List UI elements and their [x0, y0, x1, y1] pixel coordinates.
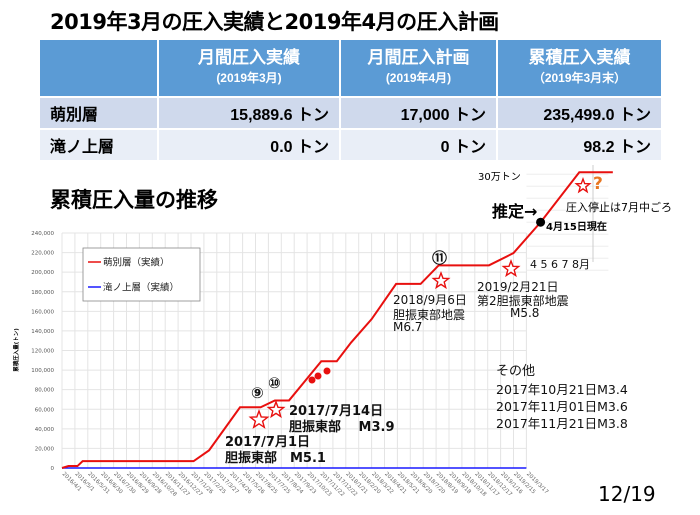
y-tick-label: 80,000 [35, 388, 55, 394]
marker-9: ⑨ [251, 384, 264, 402]
col-header: 累積圧入実績 （2019年3月末） [498, 40, 661, 96]
cap-label: 30万トン [478, 172, 521, 183]
minor-eq-dot [314, 372, 322, 380]
col-main: 累積圧入実績 [528, 48, 631, 67]
y-tick-label: 0 [51, 466, 55, 472]
eq3-mag: M6.7 [393, 320, 423, 334]
row-label: 滝ノ上層 [40, 130, 157, 160]
corner-cell [40, 40, 157, 96]
eq1-desc: 胆振東部 M5.1 [225, 451, 326, 466]
current-point [536, 217, 546, 227]
other-eq: 2017年10月21日M3.4 [496, 382, 628, 397]
legend-label: 萌別層（実績） [103, 257, 170, 269]
earthquake-star-icon [431, 271, 451, 290]
minor-eq-dot [308, 376, 316, 384]
y-tick-label: 40,000 [35, 427, 55, 433]
month-axis: 4 5 6 7 8月 [530, 258, 590, 271]
table-row: 滝ノ上層 0.0 トン 0 トン 98.2 トン [40, 130, 661, 160]
col-sub: (2019年4月) [385, 71, 452, 85]
y-tick-label: 120,000 [31, 349, 54, 355]
y-tick-label: 160,000 [31, 309, 54, 315]
cell: 98.2 トン [498, 130, 661, 160]
eq1-date: 2017/7月1日 [225, 435, 311, 450]
col-main: 月間圧入計画 [367, 48, 470, 67]
eq2-date: 2017/7月14日 [289, 404, 384, 419]
col-header: 月間圧入計画 (2019年4月) [341, 40, 496, 96]
earthquake-star-icon [501, 259, 521, 278]
series-line [61, 171, 613, 469]
cell: 17,000 トン [341, 98, 496, 128]
eq3-date: 2018/9月6日 [393, 293, 467, 307]
estimate-label: 推定→ [492, 202, 538, 221]
y-tick-label: 180,000 [31, 290, 54, 296]
y-tick-label: 220,000 [31, 251, 54, 257]
eq3-desc: 胆振東部地震 [393, 308, 466, 322]
table-row: 萌別層 15,889.6 トン 17,000 トン 235,499.0 トン [40, 98, 661, 128]
page-number: 12/19 [598, 482, 656, 506]
earthquake-star-icon [248, 408, 270, 429]
legend-box [82, 247, 201, 302]
minor-eq-dot [323, 367, 331, 375]
stop-label: 圧入停止は7月中ごろ [566, 201, 672, 214]
marker-11: ⑪ [432, 249, 448, 267]
now-label: 4月15日現在 [546, 222, 607, 233]
y-tick-label: 140,000 [31, 329, 54, 335]
marker-10: ⑩ [268, 374, 281, 392]
other-eq: 2017年11月21日M3.8 [496, 416, 628, 431]
others-title: その他 [496, 364, 536, 379]
cell: 0.0 トン [159, 130, 339, 160]
y-tick-label: 100,000 [31, 368, 54, 374]
eq2-desc: 胆振東部 M3.9 [289, 420, 395, 435]
y-tick-label: 20,000 [35, 446, 55, 452]
col-main: 月間圧入実績 [198, 48, 300, 67]
col-header: 月間圧入実績 (2019年3月) [159, 40, 339, 96]
earthquake-star-icon [574, 176, 592, 194]
y-tick-label: 240,000 [31, 231, 54, 237]
injection-table: 月間圧入実績 (2019年3月) 月間圧入計画 (2019年4月) 累積圧入実績 （2… [38, 38, 663, 162]
legend-label: 滝ノ上層（実績） [103, 282, 179, 294]
eq4-date: 2019/2月21日 [477, 280, 559, 294]
eq4-desc: 第2胆振東部地震 [477, 294, 569, 308]
col-sub: （2019年3月末） [532, 71, 627, 85]
page-title: 2019年3月の圧入実績と2019年4月の圧入計画 [50, 10, 499, 34]
earthquake-star-icon [266, 400, 286, 419]
other-eq: 2017年11月01日M3.6 [496, 399, 628, 414]
y-tick-label: 60,000 [35, 407, 55, 413]
eq4-mag: M5.8 [510, 306, 540, 320]
cell: 235,499.0 トン [498, 98, 661, 128]
cell: 0 トン [341, 130, 496, 160]
col-sub: (2019年3月) [216, 71, 282, 85]
row-label: 萌別層 [40, 98, 157, 128]
y-tick-label: 200,000 [31, 270, 54, 276]
question-mark: ? [593, 174, 603, 194]
section-title: 累積圧入量の推移 [50, 188, 218, 212]
y-axis-label: 累積圧入量(トン) [12, 328, 20, 372]
cell: 15,889.6 トン [159, 98, 339, 128]
